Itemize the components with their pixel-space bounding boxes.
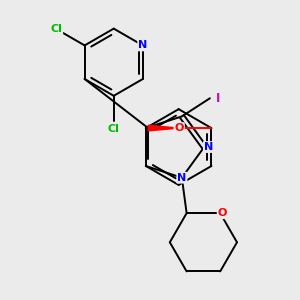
Text: I: I (215, 92, 220, 105)
Text: O: O (218, 208, 227, 218)
Text: Cl: Cl (50, 24, 62, 34)
Text: N: N (138, 40, 147, 50)
Text: N: N (177, 173, 187, 183)
Text: O: O (175, 123, 184, 133)
Text: N: N (204, 142, 213, 152)
Polygon shape (148, 125, 179, 131)
Text: Cl: Cl (108, 124, 120, 134)
